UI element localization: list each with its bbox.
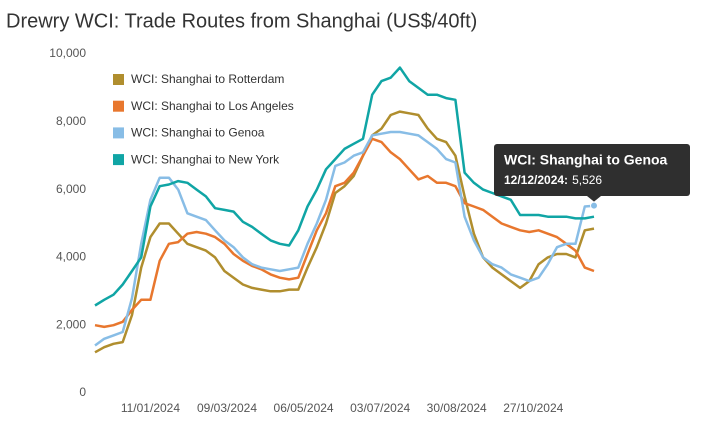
legend-swatch <box>113 100 124 112</box>
x-tick-label: 27/10/2024 <box>503 401 563 415</box>
tooltip-box <box>494 144 690 196</box>
tooltip-title: WCI: Shanghai to Genoa <box>504 152 668 168</box>
legend-swatch <box>113 127 124 139</box>
tooltip-arrow <box>587 196 601 202</box>
tooltip-value: 5,526 <box>572 173 602 187</box>
y-tick-label: 10,000 <box>49 46 86 60</box>
x-tick-label: 30/08/2024 <box>427 401 487 415</box>
y-tick-label: 0 <box>79 385 86 399</box>
x-tick-label: 09/03/2024 <box>197 401 257 415</box>
y-tick-label: 2,000 <box>56 317 86 331</box>
hover-point <box>590 201 598 210</box>
legend-swatch <box>113 74 124 85</box>
legend-swatch <box>113 154 124 166</box>
y-tick-label: 8,000 <box>56 114 86 128</box>
series-line <box>94 66 595 307</box>
legend-label: WCI: Shanghai to New York <box>131 152 280 166</box>
series-line <box>94 110 595 354</box>
x-tick-label: 06/05/2024 <box>274 401 334 415</box>
tooltip-body: 12/12/2024: 5,526 <box>504 173 602 187</box>
x-tick-label: 03/07/2024 <box>350 401 410 415</box>
legend-label: WCI: Shanghai to Rotterdam <box>131 72 284 86</box>
y-tick-label: 4,000 <box>56 250 86 264</box>
legend-label: WCI: Shanghai to Los Angeles <box>131 99 294 113</box>
chart-title: Drewry WCI: Trade Routes from Shanghai (… <box>6 10 477 32</box>
series-line <box>94 130 595 347</box>
series-line <box>94 137 595 329</box>
y-tick-label: 6,000 <box>56 182 86 196</box>
x-tick-label: 11/01/2024 <box>121 401 180 415</box>
tooltip-date: 12/12/2024: <box>504 173 568 187</box>
legend-label: WCI: Shanghai to Genoa <box>131 126 265 140</box>
